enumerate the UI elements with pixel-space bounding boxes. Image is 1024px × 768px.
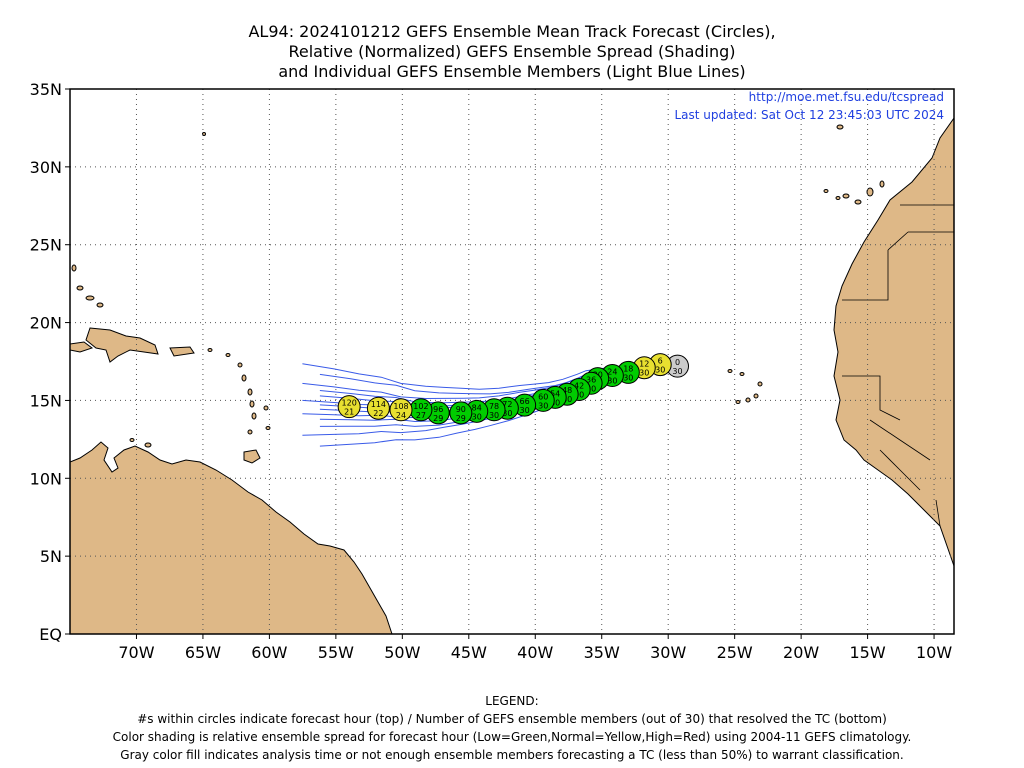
forecast-hour-label: 108: [393, 402, 408, 411]
lon-tick-label: 15W: [850, 643, 886, 662]
forecast-hour-label: 102: [413, 402, 428, 411]
member-count-label: 30: [639, 369, 649, 378]
forecast-hour-label: 120: [342, 399, 357, 408]
credit-url: http://moe.met.fsu.edu/tcspread: [748, 90, 944, 104]
lon-tick-label: 40W: [517, 643, 553, 662]
member-count-label: 21: [344, 408, 354, 417]
puerto-rico-island: [169, 346, 195, 357]
lon-tick-label: 65W: [185, 643, 221, 662]
lon-tick-label: 60W: [251, 643, 287, 662]
forecast-hour-label: 54: [550, 389, 560, 398]
member-count-label: 30: [550, 398, 560, 407]
member-count-label: 30: [623, 373, 633, 382]
forecast-circles: 0306301230183024303030363042304830543060…: [337, 353, 690, 425]
africa-landmass: [833, 117, 954, 567]
lat-tick-label: 15N: [30, 391, 62, 410]
legend-heading: LEGEND:: [485, 694, 539, 708]
member-count-label: 27: [416, 411, 426, 420]
trinidad-island: [243, 449, 261, 464]
member-count-label: 29: [456, 414, 466, 423]
forecast-hour-label: 18: [623, 364, 633, 373]
lon-tick-label: 50W: [384, 643, 420, 662]
plot-frame: [69, 88, 955, 635]
legend-line-3: Gray color fill indicates analysis time …: [120, 748, 904, 762]
member-count-label: 30: [562, 395, 572, 404]
lon-tick-label: 70W: [118, 643, 154, 662]
member-count-label: 22: [373, 409, 383, 418]
forecast-hour-label: 78: [489, 402, 499, 411]
lon-tick-label: 25W: [717, 643, 753, 662]
canary-islands: [823, 124, 885, 205]
lat-tick-label: 20N: [30, 314, 62, 333]
member-count-label: 24: [396, 411, 406, 420]
land-layer: [70, 117, 954, 634]
member-count-label: 30: [489, 411, 499, 420]
member-count-label: 30: [520, 406, 530, 415]
lon-tick-label: 55W: [318, 643, 354, 662]
forecast-hour-label: 114: [371, 400, 386, 409]
forecast-hour-label: 6: [658, 357, 663, 366]
forecast-circle: [389, 398, 413, 422]
axis-ticks: 70W 65W 60W 55W 50W 45W 40W 35W 30W 25W 20W 15W 10W E…: [30, 80, 953, 662]
forecast-circle: [337, 395, 361, 419]
member-count-label: 30: [655, 366, 665, 375]
lat-tick-label: 5N: [40, 547, 62, 566]
lat-tick-label: 10N: [30, 469, 62, 488]
legend-line-2: Color shading is relative ensemble sprea…: [112, 730, 912, 744]
member-count-label: 30: [607, 377, 617, 386]
lesser-antilles-islands: [129, 348, 271, 448]
forecast-hour-label: 24: [607, 368, 617, 377]
forecast-hour-label: 42: [574, 382, 584, 391]
forecast-hour-label: 60: [538, 392, 548, 401]
member-count-label: 30: [574, 391, 584, 400]
jamaica-island: [70, 341, 94, 353]
lon-tick-label: 10W: [916, 643, 952, 662]
forecast-hour-label: 66: [520, 397, 530, 406]
title-line-1: AL94: 2024101212 GEFS Ensemble Mean Trac…: [248, 22, 776, 41]
lat-tick-label: 25N: [30, 236, 62, 255]
forecast-hour-label: 72: [502, 400, 512, 409]
bahamas-islands: [71, 132, 206, 308]
title-line-3: and Individual GEFS Ensemble Members (Li…: [278, 62, 746, 81]
legend-line-1: #s within circles indicate forecast hour…: [137, 712, 887, 726]
lat-tick-label: 30N: [30, 158, 62, 177]
forecast-hour-label: 96: [433, 405, 443, 414]
forecast-circle: [366, 396, 390, 420]
member-count-label: 30: [672, 367, 682, 376]
hispaniola-island: [85, 327, 159, 363]
lon-tick-label: 30W: [650, 643, 686, 662]
lon-tick-label: 35W: [584, 643, 620, 662]
forecast-hour-label: 36: [586, 375, 596, 384]
title-line-2: Relative (Normalized) GEFS Ensemble Spre…: [288, 42, 736, 61]
member-count-label: 29: [433, 414, 443, 423]
south-america-landmass: [70, 441, 393, 634]
lat-lon-grid: [70, 89, 954, 634]
forecast-hour-label: 0: [675, 358, 680, 367]
member-count-label: 30: [502, 409, 512, 418]
forecast-hour-label: 84: [472, 403, 482, 412]
member-count-label: 30: [538, 401, 548, 410]
member-count-label: 30: [472, 412, 482, 421]
forecast-circle: [449, 401, 473, 425]
forecast-hour-label: 12: [639, 360, 649, 369]
lon-tick-label: 45W: [451, 643, 487, 662]
lat-tick-label: EQ: [39, 625, 62, 644]
credit-updated: Last updated: Sat Oct 12 23:45:03 UTC 20…: [674, 108, 944, 122]
forecast-hour-label: 48: [562, 386, 572, 395]
lon-tick-label: 20W: [783, 643, 819, 662]
forecast-hour-label: 90: [456, 405, 466, 414]
africa-borders: [842, 204, 954, 527]
lat-tick-label: 35N: [30, 80, 62, 99]
member-count-label: 30: [586, 384, 596, 393]
